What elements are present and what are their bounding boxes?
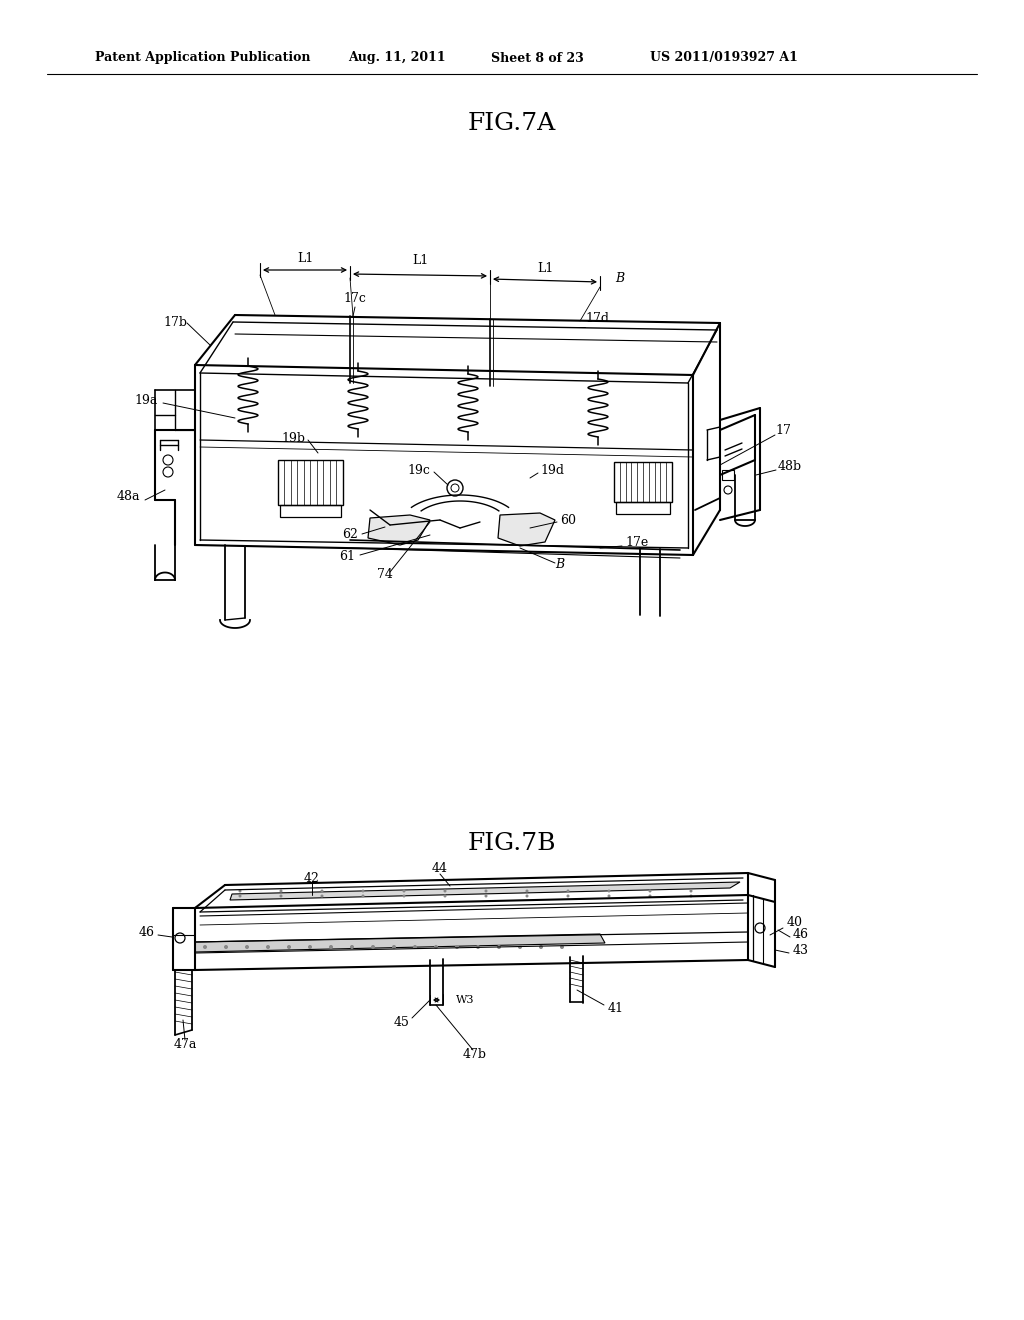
Circle shape (329, 945, 333, 949)
Bar (278, 459, 342, 506)
Circle shape (497, 945, 501, 949)
Text: 19d: 19d (540, 463, 564, 477)
Text: 48b: 48b (778, 461, 802, 474)
Text: 43: 43 (793, 944, 809, 957)
Text: FIG.7A: FIG.7A (468, 111, 556, 135)
Circle shape (560, 945, 564, 949)
Text: Sheet 8 of 23: Sheet 8 of 23 (490, 51, 584, 65)
Text: L1: L1 (537, 261, 553, 275)
Circle shape (443, 890, 446, 892)
Circle shape (525, 895, 528, 898)
Circle shape (350, 945, 354, 949)
Circle shape (245, 945, 249, 949)
Circle shape (239, 895, 242, 898)
Text: B: B (555, 558, 564, 572)
Circle shape (280, 895, 283, 898)
Circle shape (518, 945, 522, 949)
Text: 17d: 17d (585, 313, 609, 326)
Circle shape (361, 895, 365, 898)
Text: 17c: 17c (344, 293, 367, 305)
Polygon shape (230, 882, 740, 900)
Text: Aug. 11, 2011: Aug. 11, 2011 (348, 51, 445, 65)
Text: US 2011/0193927 A1: US 2011/0193927 A1 (650, 51, 798, 65)
Circle shape (280, 890, 283, 892)
Text: 44: 44 (432, 862, 449, 874)
Circle shape (224, 945, 228, 949)
Text: 17: 17 (775, 424, 791, 437)
Circle shape (402, 890, 406, 892)
Circle shape (455, 945, 459, 949)
Circle shape (566, 895, 569, 898)
Circle shape (361, 890, 365, 892)
Text: 46: 46 (793, 928, 809, 941)
Text: 47b: 47b (463, 1048, 487, 1061)
Text: B: B (615, 272, 625, 285)
Bar (280, 506, 341, 517)
Text: 61: 61 (339, 550, 355, 564)
Text: 60: 60 (560, 513, 575, 527)
Circle shape (648, 895, 651, 898)
Bar (722, 470, 734, 480)
Circle shape (566, 890, 569, 892)
Text: 19b: 19b (281, 432, 305, 445)
Circle shape (648, 890, 651, 892)
Circle shape (476, 945, 480, 949)
Circle shape (484, 895, 487, 898)
Polygon shape (368, 515, 430, 545)
Text: 45: 45 (394, 1015, 410, 1028)
Circle shape (413, 945, 417, 949)
Text: 42: 42 (304, 871, 319, 884)
Circle shape (203, 945, 207, 949)
Text: L1: L1 (297, 252, 313, 264)
Circle shape (434, 945, 438, 949)
Text: 46: 46 (139, 925, 155, 939)
Circle shape (266, 945, 270, 949)
Circle shape (287, 945, 291, 949)
Text: 41: 41 (608, 1002, 624, 1015)
Text: L1: L1 (412, 255, 428, 268)
Polygon shape (195, 935, 605, 952)
Circle shape (443, 895, 446, 898)
Text: 19a: 19a (134, 393, 158, 407)
Circle shape (689, 890, 692, 892)
Polygon shape (498, 513, 555, 546)
Bar (616, 502, 670, 513)
Text: 19c: 19c (408, 463, 430, 477)
Circle shape (321, 895, 324, 898)
Text: W3: W3 (456, 995, 474, 1005)
Circle shape (689, 895, 692, 898)
Bar (614, 462, 672, 502)
Text: 62: 62 (342, 528, 358, 541)
Text: 17b: 17b (163, 317, 187, 330)
Text: FIG.7B: FIG.7B (468, 832, 556, 854)
Circle shape (539, 945, 543, 949)
Circle shape (607, 890, 610, 892)
Circle shape (239, 890, 242, 892)
Text: 74: 74 (377, 569, 393, 582)
Circle shape (402, 895, 406, 898)
Text: 17e: 17e (625, 536, 648, 549)
Circle shape (308, 945, 312, 949)
Circle shape (392, 945, 396, 949)
Circle shape (484, 890, 487, 892)
Text: 47a: 47a (173, 1039, 197, 1052)
Text: 40: 40 (787, 916, 803, 929)
Text: 48a: 48a (117, 491, 140, 503)
Circle shape (607, 895, 610, 898)
Circle shape (321, 890, 324, 892)
Circle shape (525, 890, 528, 892)
Text: Patent Application Publication: Patent Application Publication (95, 51, 310, 65)
Circle shape (371, 945, 375, 949)
